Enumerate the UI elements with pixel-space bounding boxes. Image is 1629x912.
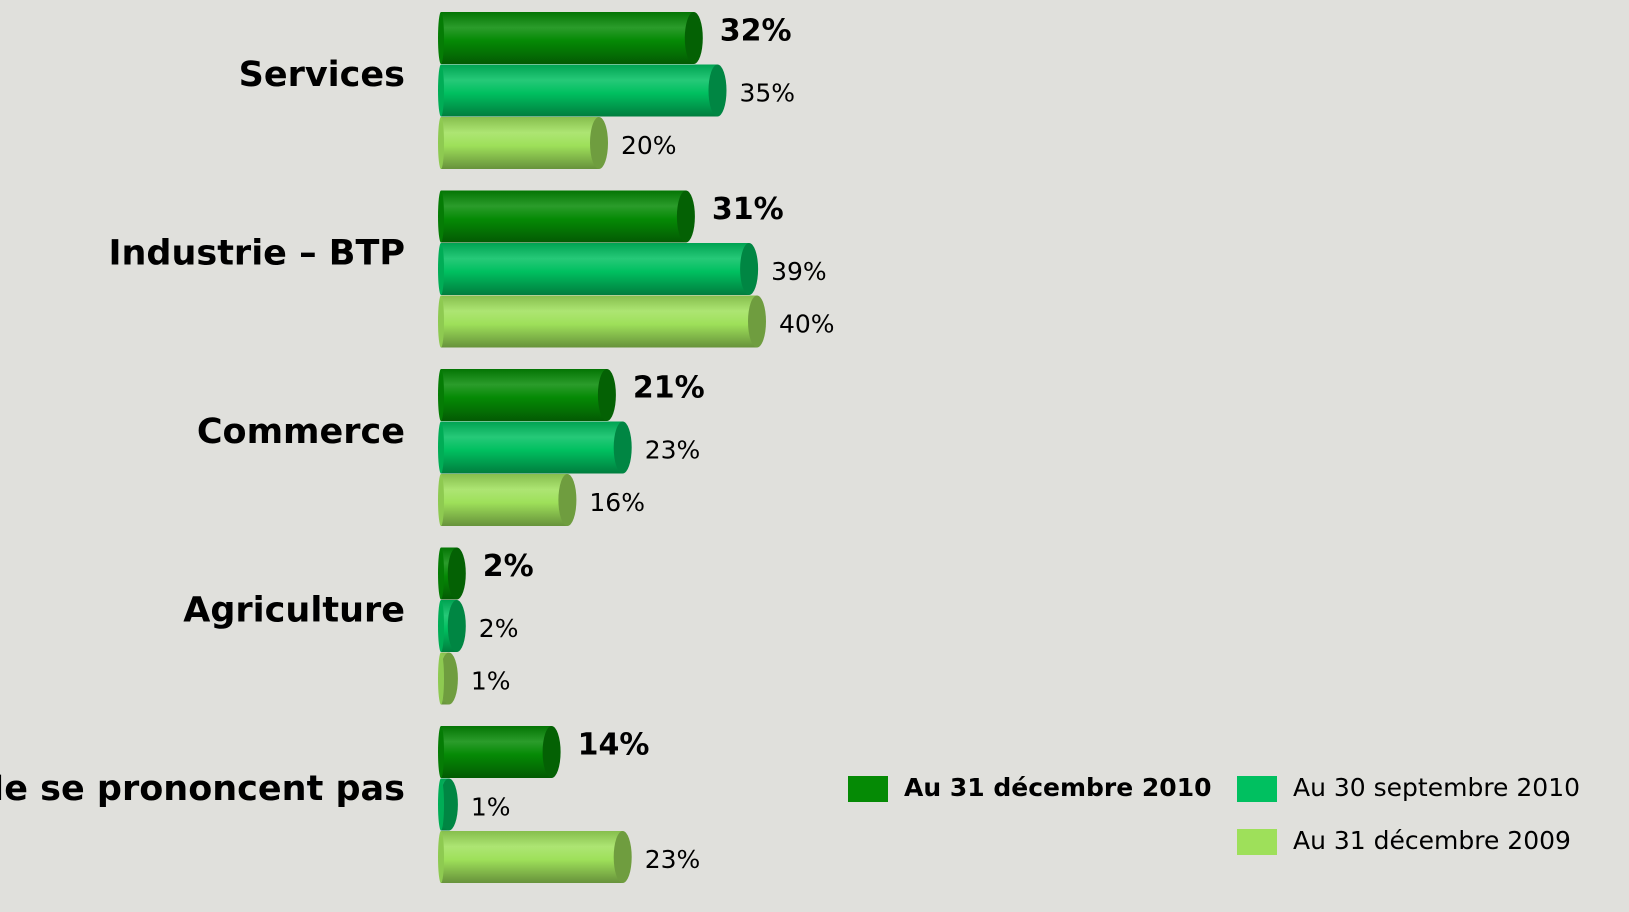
- value-label: 21%: [633, 371, 705, 406]
- bar-cap: [447, 600, 466, 652]
- bar-cap: [613, 831, 632, 883]
- bar-cap: [613, 421, 632, 474]
- bar: [441, 64, 718, 117]
- value-label: 31%: [712, 192, 784, 227]
- bar: [441, 243, 750, 295]
- category-label: Industrie – BTP: [108, 234, 405, 274]
- bar-start: [438, 831, 444, 883]
- bar: [441, 369, 607, 421]
- legend-swatch: [1237, 776, 1277, 802]
- bar-cap: [447, 547, 466, 600]
- value-label: 39%: [771, 257, 827, 286]
- legend-swatch: [1237, 829, 1277, 855]
- bar-start: [438, 778, 444, 831]
- bar-start: [438, 190, 444, 243]
- value-label: 20%: [621, 131, 677, 160]
- bar-cap: [597, 369, 616, 421]
- bar-cap: [748, 295, 766, 348]
- bar-cap: [439, 652, 458, 705]
- bar-start: [438, 243, 444, 295]
- bar-start: [438, 117, 444, 169]
- bar-start: [438, 64, 444, 117]
- legend-label: Au 31 décembre 2010: [904, 773, 1211, 802]
- bar-cap: [542, 726, 561, 778]
- bar-start: [438, 421, 444, 474]
- bar-cap: [590, 117, 608, 169]
- value-label: 2%: [479, 614, 519, 643]
- bar-cap: [684, 12, 703, 64]
- bar-cap: [439, 778, 458, 831]
- bar: [441, 295, 757, 348]
- value-label: 16%: [589, 488, 645, 517]
- value-label: 1%: [471, 793, 511, 822]
- bar-start: [438, 12, 444, 64]
- legend-label: Au 31 décembre 2009: [1293, 826, 1571, 855]
- bar-start: [438, 652, 444, 705]
- category-label: Ne se prononcent pas: [0, 769, 405, 809]
- bar-start: [438, 547, 444, 600]
- category-label: Services: [239, 55, 405, 95]
- value-label: 23%: [645, 436, 701, 465]
- bar-start: [438, 369, 444, 421]
- bar-cap: [676, 190, 695, 243]
- bar: [441, 190, 686, 243]
- value-label: 40%: [779, 310, 835, 339]
- bar-start: [438, 474, 444, 526]
- bar: [441, 726, 552, 778]
- legend-swatch: [848, 776, 888, 802]
- bar: [441, 117, 599, 169]
- value-label: 14%: [578, 728, 650, 763]
- bar-start: [438, 600, 444, 652]
- value-label: 23%: [645, 845, 701, 874]
- bar-cap: [558, 474, 577, 526]
- bar: [441, 421, 623, 474]
- category-label: Agriculture: [183, 591, 405, 631]
- bar: [441, 12, 694, 64]
- value-label: 2%: [483, 549, 534, 584]
- bar-cap: [740, 243, 759, 295]
- bar-cap: [708, 64, 727, 117]
- bar: [441, 474, 568, 526]
- legend-label: Au 30 septembre 2010: [1293, 773, 1580, 802]
- value-label: 32%: [720, 14, 792, 49]
- bar: [441, 831, 623, 883]
- bar-start: [438, 295, 444, 348]
- category-label: Commerce: [197, 412, 405, 452]
- value-label: 1%: [471, 667, 511, 696]
- value-label: 35%: [740, 79, 796, 108]
- bar-start: [438, 726, 444, 778]
